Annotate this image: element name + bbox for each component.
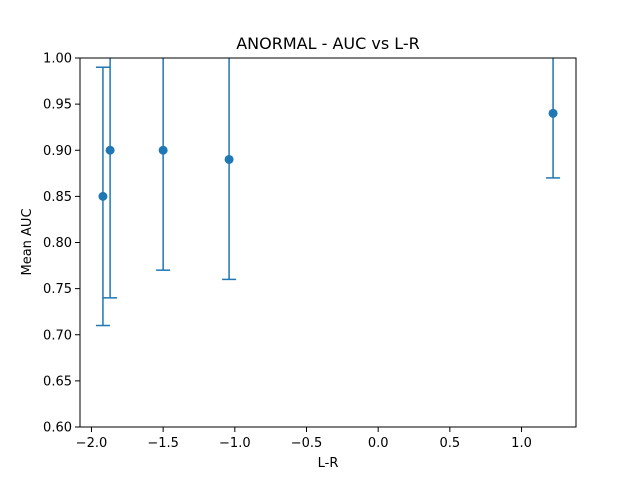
data-point-group [546, 58, 561, 179]
y-tick-label: 0.95 [43, 98, 72, 113]
y-axis: 0.60 0.65 0.70 0.75 0.80 0.85 0.90 0.95 1.00 [43, 52, 80, 436]
x-tick-label: −0.5 [291, 436, 323, 451]
chart-title: ANORMAL - AUC vs L-R [236, 34, 420, 53]
x-axis: −2.0 −1.5 −1.0 −0.5 0.0 0.5 1.0 [76, 427, 532, 451]
x-tick-label: 0.0 [368, 436, 389, 451]
y-tick-label: 0.75 [43, 282, 72, 297]
x-tick-label: 1.0 [511, 436, 532, 451]
y-tick-label: 0.60 [43, 421, 72, 436]
data-point [158, 145, 168, 155]
y-tick-label: 0.70 [43, 328, 72, 343]
y-tick-label: 0.65 [43, 374, 72, 389]
x-tick-label: −2.0 [76, 436, 108, 451]
data-point-group [103, 58, 118, 299]
y-tick-label: 0.85 [43, 190, 72, 205]
x-tick-label: 0.5 [440, 436, 461, 451]
data-point [548, 108, 558, 118]
data-point [105, 145, 115, 155]
data-point-group [222, 58, 237, 281]
x-tick-label: −1.0 [219, 436, 251, 451]
y-axis-label: Mean AUC [20, 208, 35, 275]
data-point-group [95, 66, 110, 327]
y-tick-label: 0.90 [43, 144, 72, 159]
x-axis-label: L-R [318, 456, 339, 471]
plot-marks [95, 58, 561, 327]
y-tick-label: 0.80 [43, 236, 72, 251]
data-point-group [156, 58, 171, 271]
x-tick-label: −1.5 [147, 436, 179, 451]
data-point [224, 154, 234, 164]
y-tick-label: 1.00 [43, 52, 72, 67]
data-point [98, 191, 108, 201]
